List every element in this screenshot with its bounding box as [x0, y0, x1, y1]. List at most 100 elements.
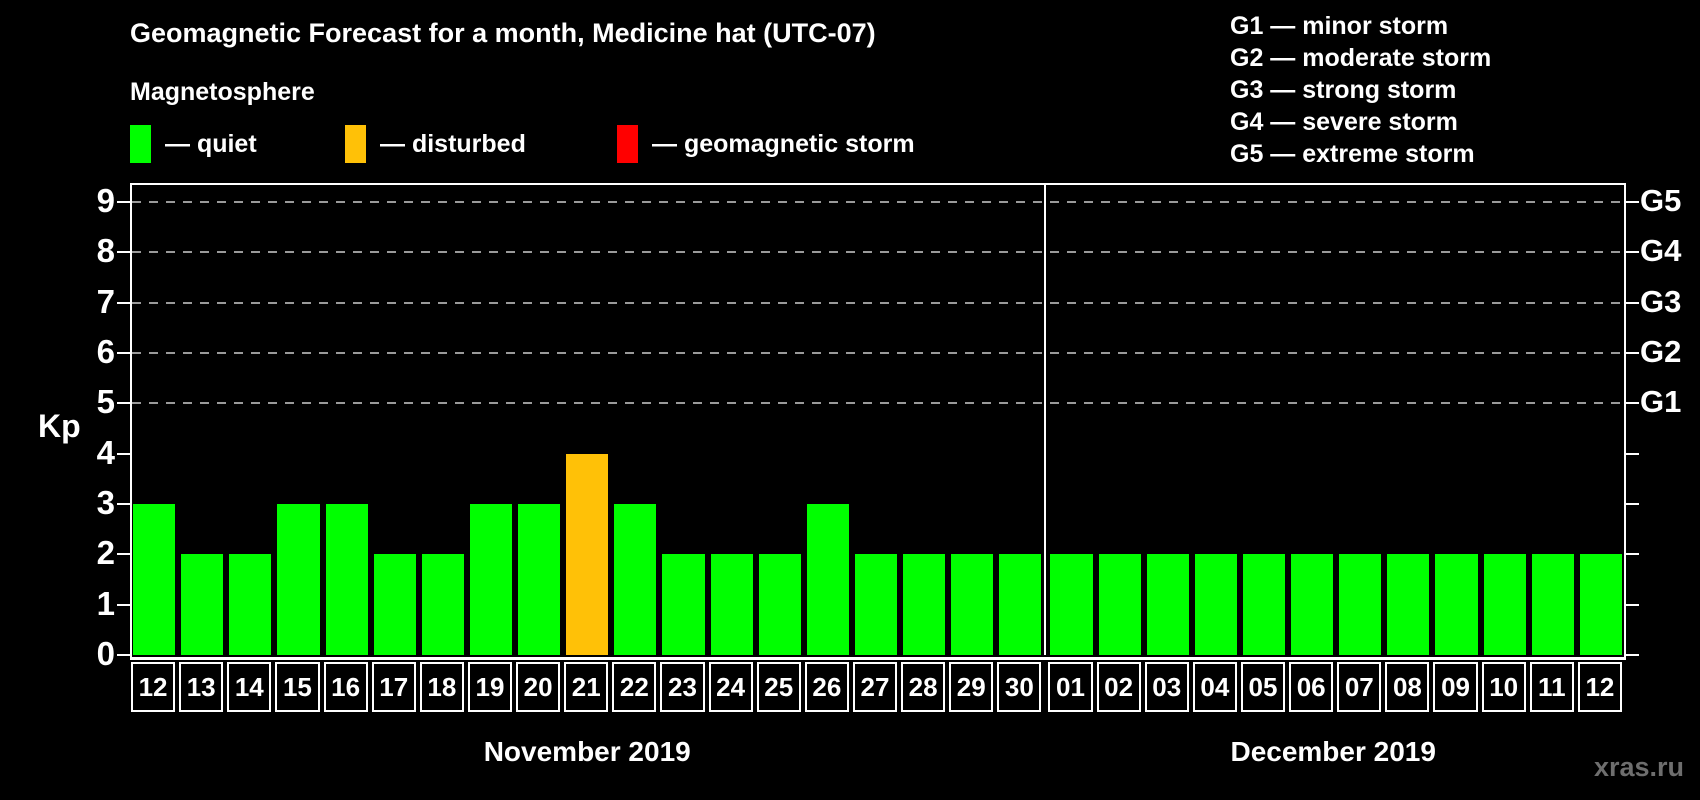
right-axis-tick	[1626, 603, 1639, 606]
y-tick-label: 9	[96, 182, 115, 219]
y-tick-label: 7	[96, 282, 115, 320]
chart-title: Geomagnetic Forecast for a month, Medici…	[130, 18, 876, 48]
bar-november-18	[421, 554, 464, 655]
right-axis-tick	[1626, 452, 1639, 455]
right-axis-tick	[1626, 352, 1639, 354]
date-label-28: 28	[901, 662, 946, 712]
quiet-color-swatch	[130, 125, 151, 163]
bar-november-13	[181, 554, 224, 655]
date-label-19: 19	[467, 662, 513, 712]
right-axis-tick	[1626, 503, 1639, 505]
bar-november-20	[518, 504, 561, 655]
bar-december-11	[1531, 554, 1574, 655]
date-label-24: 24	[708, 662, 753, 712]
gridline-kp5	[132, 402, 1624, 405]
bar-november-27	[854, 554, 898, 655]
bar-december-07	[1339, 554, 1382, 655]
right-axis-tick	[1626, 402, 1639, 405]
y-tick-label: 6	[96, 333, 115, 370]
bar-december-01	[1050, 554, 1093, 655]
date-label-20: 20	[516, 662, 561, 712]
date-label-16: 16	[323, 662, 368, 712]
bar-november-17	[373, 554, 416, 655]
month-separator-line	[1044, 183, 1047, 655]
gridline-kp9	[132, 201, 1624, 203]
g5-legend-line: G5 — extreme storm	[1230, 140, 1475, 168]
bar-december-04	[1194, 554, 1237, 655]
legend-item-label: — quiet	[165, 129, 257, 158]
date-label-21: 21	[564, 662, 609, 712]
date-label-22: 22	[612, 662, 657, 712]
date-label-14: 14	[227, 662, 272, 712]
g-axis-label-g2: G2	[1640, 334, 1682, 369]
right-axis-tick	[1626, 251, 1639, 254]
date-label-12: 12	[131, 662, 176, 712]
legend-heading: Magnetosphere	[130, 78, 315, 106]
left-axis-tick	[117, 603, 130, 606]
disturbed-color-swatch	[345, 125, 366, 163]
date-label-11: 11	[1529, 662, 1574, 712]
y-tick-label: 5	[96, 383, 115, 421]
bar-december-02	[1098, 554, 1141, 655]
legend-item-storm: — geomagnetic storm	[617, 124, 915, 164]
g-scale-legend: G1 — minor storm G2 — moderate storm G3 …	[1230, 10, 1491, 170]
storm-color-swatch	[617, 125, 638, 163]
bar-november-21	[566, 453, 609, 655]
gridline-kp6	[132, 352, 1624, 354]
month-label-0: November 2019	[483, 736, 691, 767]
bar-november-29	[951, 554, 994, 655]
y-axis-label: Kp	[38, 408, 81, 444]
left-axis-tick	[117, 452, 130, 455]
date-label-23: 23	[660, 662, 705, 712]
date-label-18: 18	[419, 662, 464, 712]
legend-item-label: — geomagnetic storm	[652, 129, 915, 158]
date-label-26: 26	[804, 662, 849, 712]
bar-december-10	[1483, 554, 1526, 655]
g-axis-label-g5: G5	[1640, 183, 1682, 218]
legend-item-disturbed: — disturbed	[345, 124, 526, 164]
date-label-09: 09	[1433, 662, 1478, 712]
bar-december-08	[1387, 554, 1430, 655]
date-label-03: 03	[1144, 662, 1189, 712]
date-label-10: 10	[1481, 662, 1526, 712]
bar-december-03	[1146, 554, 1189, 655]
date-label-07: 07	[1337, 662, 1382, 712]
g4-legend-line: G4 — severe storm	[1230, 108, 1458, 136]
left-axis-tick	[117, 402, 130, 405]
date-label-12: 12	[1577, 662, 1622, 712]
bar-november-24	[710, 554, 753, 655]
y-tick-label: 4	[96, 433, 115, 471]
bar-november-15	[277, 504, 320, 655]
left-axis-tick	[117, 352, 130, 354]
left-axis-tick	[117, 251, 130, 254]
date-label-08: 08	[1385, 662, 1430, 712]
bar-november-22	[614, 504, 657, 655]
bar-november-30	[999, 554, 1042, 655]
date-label-04: 04	[1192, 662, 1237, 712]
date-label-01: 01	[1048, 662, 1093, 712]
legend-item-label: — disturbed	[380, 129, 526, 158]
y-tick-label: 0	[96, 635, 115, 672]
watermark: xras.ru	[1593, 752, 1684, 782]
bar-december-06	[1291, 554, 1334, 655]
bar-november-16	[325, 504, 368, 655]
y-tick-label: 1	[96, 584, 115, 622]
g-axis-label-g1: G1	[1640, 384, 1682, 420]
left-axis-tick	[117, 654, 130, 656]
bar-november-25	[758, 554, 801, 655]
left-axis-tick	[117, 503, 130, 505]
right-axis-tick	[1626, 301, 1639, 304]
bar-december-05	[1242, 554, 1286, 655]
bar-november-26	[806, 504, 849, 655]
left-axis-tick	[117, 301, 130, 304]
bar-november-14	[229, 554, 272, 655]
month-label-1: December 2019	[1230, 736, 1436, 767]
bar-december-12	[1579, 554, 1622, 655]
date-label-02: 02	[1096, 662, 1141, 712]
g2-legend-line: G2 — moderate storm	[1230, 44, 1492, 72]
date-label-29: 29	[949, 662, 994, 712]
legend-item-quiet: — quiet	[130, 124, 257, 164]
date-label-05: 05	[1240, 662, 1286, 712]
date-label-17: 17	[371, 662, 416, 712]
date-label-30: 30	[997, 662, 1042, 712]
